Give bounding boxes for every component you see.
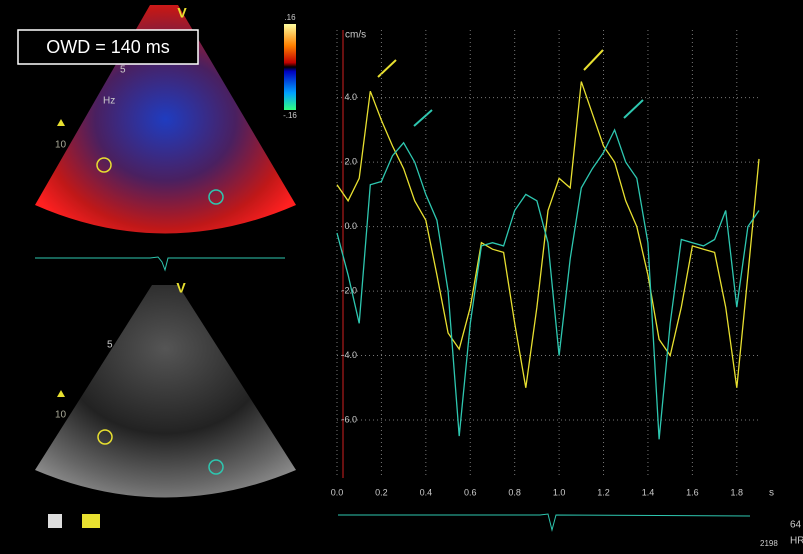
ecg-trace <box>35 256 285 272</box>
bmode-sector <box>35 285 296 498</box>
roi-cyan <box>208 189 224 205</box>
tool-icon[interactable] <box>48 514 62 528</box>
x-tick-label: 1.4 <box>642 487 655 497</box>
roi-cyan <box>208 459 224 475</box>
series-line <box>336 81 760 388</box>
x-tick-label: 1.6 <box>686 487 699 497</box>
y-tick-label: 4.0 <box>344 92 357 102</box>
ecg-trace <box>338 513 751 532</box>
y-tick-label: 0.0 <box>344 221 357 231</box>
y-tick-label: -6.0 <box>341 414 357 424</box>
x-tick-label: 1.0 <box>553 487 566 497</box>
roi-yellow <box>97 429 113 445</box>
x-tick-label: 0.2 <box>375 487 388 497</box>
hr-label: HR <box>790 536 803 547</box>
depth-label: 10 <box>55 140 67 151</box>
arrow <box>623 99 644 119</box>
y-tick-label: -2.0 <box>341 285 357 295</box>
scale-min: -.16 <box>283 111 297 120</box>
view-marker: V <box>176 280 186 296</box>
view-marker: V <box>177 5 187 21</box>
focus-marker <box>57 390 65 397</box>
doppler-sector <box>35 5 296 234</box>
scale-max: .16 <box>284 13 296 22</box>
overlay-label: OWD = 140 ms <box>46 37 170 57</box>
x-tick-label: 0.0 <box>331 487 344 497</box>
hr-value: 64 <box>790 520 802 531</box>
color-scale <box>284 24 296 110</box>
depth-label: 5 <box>107 340 113 351</box>
arrow <box>583 49 604 71</box>
frame-number: 2198 <box>760 539 778 548</box>
tool-icon[interactable] <box>82 514 100 528</box>
arrow <box>413 109 433 127</box>
arrow <box>377 59 397 78</box>
roi-yellow <box>96 157 112 173</box>
depth-label: 5 <box>120 65 126 76</box>
x-tick-label: 0.8 <box>508 487 521 497</box>
series-line <box>336 128 760 440</box>
x-tick-label: 0.6 <box>464 487 477 497</box>
y-unit: cm/s <box>345 30 366 41</box>
depth-label: 10 <box>55 410 67 421</box>
x-tick-label: 1.8 <box>731 487 744 497</box>
x-tick-label: 1.2 <box>597 487 610 497</box>
y-tick-label: 2.0 <box>344 157 357 167</box>
x-tick-label: 0.4 <box>420 487 433 497</box>
unit-label: Hz <box>103 96 115 107</box>
focus-marker <box>57 119 65 126</box>
y-tick-label: -4.0 <box>341 350 357 360</box>
overlay-box <box>17 29 199 65</box>
x-unit: s <box>769 488 774 499</box>
